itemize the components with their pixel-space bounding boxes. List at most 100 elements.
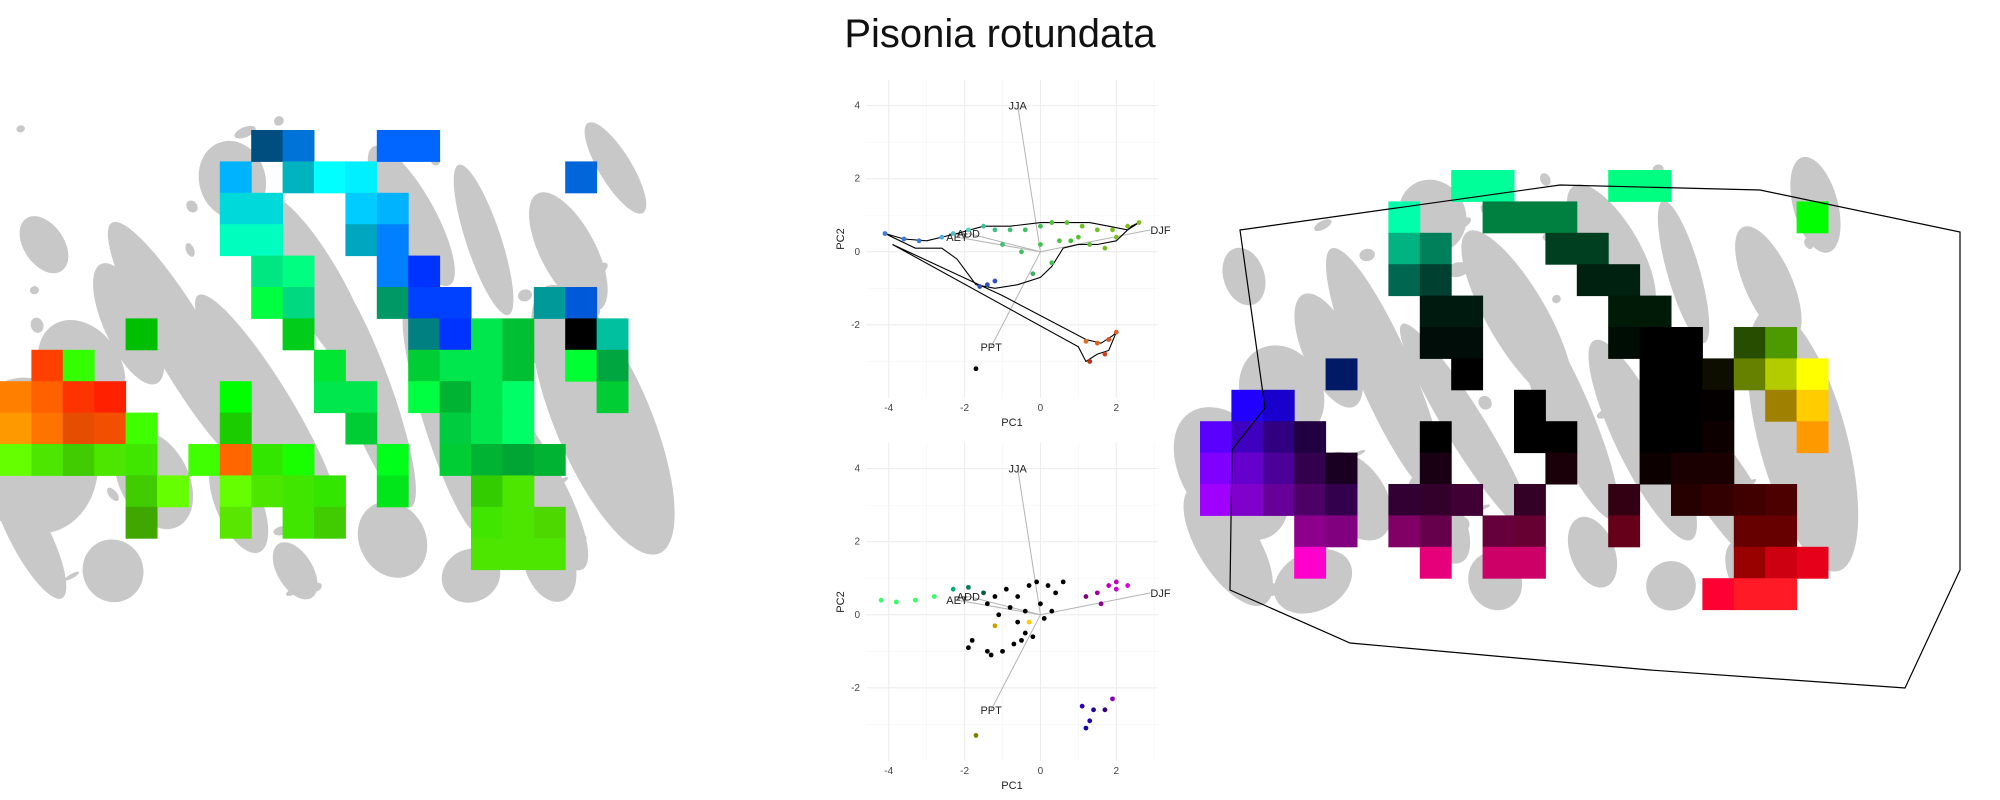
data-point: [1083, 725, 1089, 731]
islet: [1526, 326, 1550, 338]
islet: [64, 571, 80, 581]
hull-line: [892, 243, 1117, 363]
heatmap-cell: [188, 444, 221, 476]
heatmap-cell: [251, 255, 284, 288]
data-point: [1091, 707, 1096, 713]
data-point: [1094, 340, 1100, 346]
x-axis-label: PC1: [1001, 780, 1022, 792]
data-point: [981, 590, 986, 596]
data-point: [1026, 619, 1032, 625]
data-point: [965, 584, 971, 590]
data-point: [882, 231, 888, 236]
heatmap-cell: [1765, 546, 1798, 579]
heatmap-cell: [125, 318, 158, 351]
islet: [1810, 505, 1824, 519]
heatmap-cell: [1639, 389, 1672, 422]
data-point: [1106, 583, 1112, 588]
heatmap-cell: [282, 130, 315, 162]
islet: [1314, 219, 1332, 232]
islet: [594, 262, 608, 275]
land-mass: [272, 542, 318, 600]
land-mass: [82, 539, 144, 603]
data-point: [1106, 337, 1112, 342]
heatmap-cell: [125, 412, 158, 445]
data-point: [992, 227, 998, 233]
heatmap-cell: [125, 444, 158, 476]
loading-vector: [968, 596, 1041, 616]
land-mass: [1399, 323, 1534, 535]
data-point: [992, 594, 998, 599]
loading-vector: [968, 233, 1041, 253]
x-tick-label: 2: [1114, 766, 1120, 777]
data-point: [1000, 648, 1005, 654]
data-point: [1113, 234, 1119, 240]
vector-label: DJF: [1150, 588, 1170, 600]
heatmap-cell: [502, 475, 535, 508]
heatmap-cell: [1419, 295, 1452, 328]
heatmap-cell: [1765, 358, 1798, 391]
loading-vector: [1040, 592, 1151, 616]
land-mass: [1222, 247, 1266, 306]
heatmap-cell: [1671, 452, 1703, 485]
heatmap-cell: [1608, 327, 1641, 359]
vector-label: ADD: [957, 592, 980, 604]
x-tick-label: 2: [1114, 403, 1120, 414]
heatmap-cell: [282, 287, 315, 319]
data-point: [1034, 579, 1040, 585]
heatmap-cell: [502, 412, 535, 445]
data-point: [1075, 234, 1081, 240]
heatmap-cell: [251, 444, 284, 476]
data-point: [1057, 238, 1062, 244]
data-point: [1049, 260, 1055, 266]
heatmap-cell: [1294, 546, 1327, 579]
heatmap-cell: [1231, 484, 1264, 516]
data-point: [912, 597, 918, 603]
heatmap-cell: [62, 412, 95, 445]
heatmap-cell: [1294, 515, 1327, 548]
islet: [1540, 173, 1551, 186]
islet: [285, 589, 298, 596]
data-point: [1064, 220, 1070, 225]
data-point: [1113, 579, 1119, 585]
loading-vector: [1040, 229, 1151, 253]
data-point: [973, 733, 979, 738]
heatmap-cell: [1294, 484, 1327, 516]
islet: [1404, 365, 1419, 380]
heatmap-cell: [1702, 452, 1735, 485]
data-point: [1038, 601, 1043, 607]
heatmap-cell: [1733, 358, 1766, 391]
data-point: [965, 645, 971, 651]
heatmap-cell: [1639, 452, 1672, 485]
data-point: [1110, 696, 1115, 702]
heatmap-cell: [1262, 484, 1295, 516]
x-axis-label: PC1: [1001, 417, 1022, 429]
heatmap-cell: [1514, 546, 1546, 579]
heatmap-cell: [1388, 484, 1421, 516]
data-point: [1079, 703, 1085, 709]
islet: [16, 125, 25, 133]
vector-label: PPT: [980, 342, 1002, 354]
land-mass: [529, 192, 608, 312]
heatmap-cell: [219, 192, 252, 225]
heatmap-cell: [345, 224, 378, 257]
heatmap-cell: [1514, 201, 1546, 234]
data-point: [1102, 245, 1108, 251]
heatmap-cell: [1419, 452, 1452, 485]
x-tick-label: 0: [1038, 403, 1044, 414]
heatmap-cell: [219, 444, 252, 476]
land-mass: [367, 145, 455, 287]
heatmap-cell: [1294, 421, 1327, 454]
data-point: [1083, 338, 1089, 344]
right-map-panel: [1173, 156, 1961, 689]
heatmap-cell: [1765, 578, 1798, 611]
data-point: [1022, 608, 1028, 614]
land-mass: [1325, 247, 1445, 498]
heatmap-cell: [62, 349, 95, 382]
y-tick-label: 0: [854, 247, 860, 258]
data-point: [984, 282, 990, 288]
data-point: [1125, 223, 1131, 229]
heatmap-cell: [1419, 484, 1452, 516]
heatmap-cell: [376, 224, 409, 257]
heatmap-cell: [408, 287, 441, 319]
heatmap-cell: [471, 506, 503, 539]
